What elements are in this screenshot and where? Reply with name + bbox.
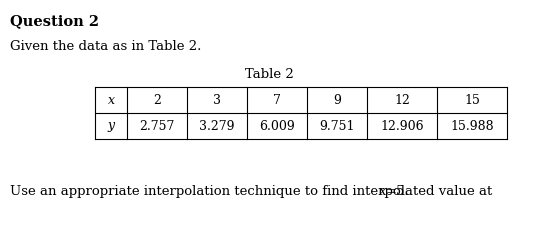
Text: x: x — [108, 94, 115, 106]
Text: x: x — [379, 185, 386, 198]
Text: 3.279: 3.279 — [199, 119, 235, 133]
Text: Use an appropriate interpolation technique to find interpolated value at: Use an appropriate interpolation techniq… — [10, 185, 497, 198]
Text: Given the data as in Table 2.: Given the data as in Table 2. — [10, 40, 201, 53]
Text: 6.009: 6.009 — [259, 119, 295, 133]
Text: Question 2: Question 2 — [10, 14, 99, 28]
Text: 12: 12 — [394, 94, 410, 106]
Text: 2.757: 2.757 — [139, 119, 175, 133]
Text: =5.: =5. — [385, 185, 409, 198]
Text: 3: 3 — [213, 94, 221, 106]
Text: 7: 7 — [273, 94, 281, 106]
Text: Table 2: Table 2 — [245, 68, 293, 81]
Text: 12.906: 12.906 — [380, 119, 424, 133]
Text: 9: 9 — [333, 94, 341, 106]
Text: 15.988: 15.988 — [450, 119, 494, 133]
Text: 2: 2 — [153, 94, 161, 106]
Text: 15: 15 — [464, 94, 480, 106]
Text: 9.751: 9.751 — [319, 119, 355, 133]
Text: y: y — [108, 119, 115, 133]
